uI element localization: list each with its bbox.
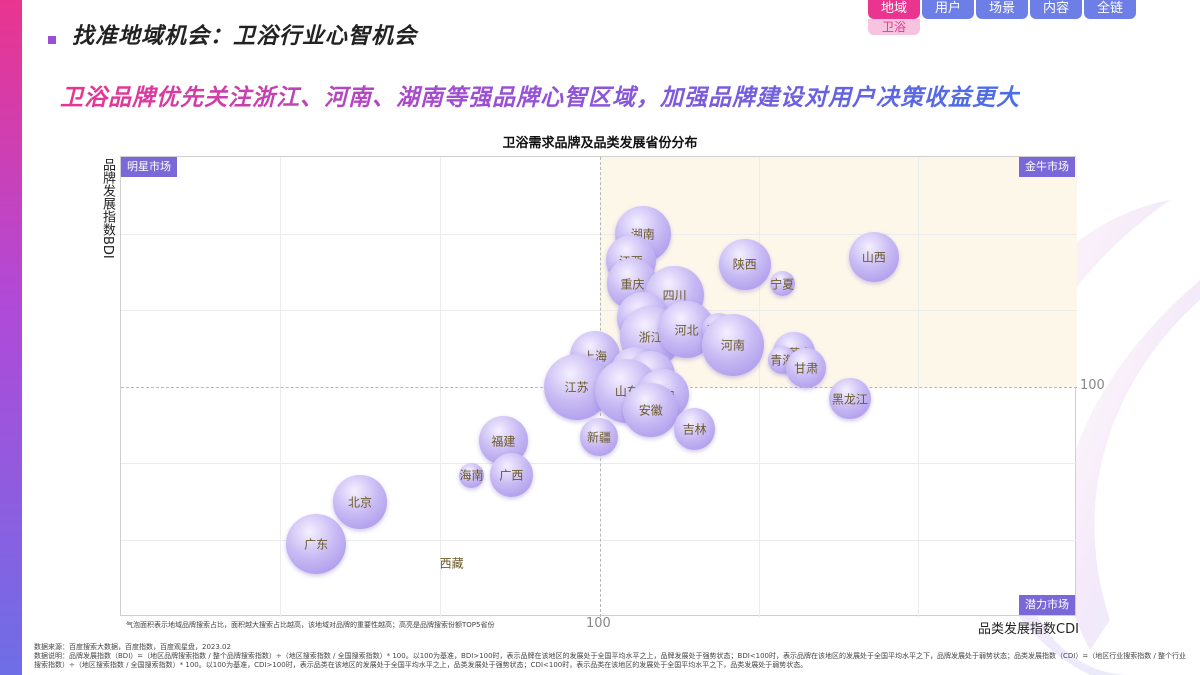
headline: 卫浴品牌优先关注浙江、河南、湖南等强品牌心智区域，加强品牌建设对用户决策收益更大: [60, 78, 1020, 112]
bubble-point: [829, 377, 871, 420]
bubble-point: [718, 238, 771, 291]
bubble-point: [769, 270, 795, 296]
quadrant-label-star: 明星市场: [121, 157, 177, 177]
quadrant-label-cash-cow: 金牛市场: [1019, 157, 1075, 177]
gridline: [121, 234, 1077, 235]
tab-sub-bathroom[interactable]: 卫浴: [868, 19, 920, 35]
chart-note: 气泡面积表示地域品牌搜索占比，面积越大搜索占比越高，该地域对品牌的重要性越高；高…: [126, 621, 495, 629]
bubble-point: [580, 418, 618, 456]
title-bullet: [48, 36, 56, 44]
gridline: [121, 310, 1077, 311]
top-nav: 地域 用户 场景 内容 全链: [868, 0, 1136, 19]
tab-content[interactable]: 内容: [1030, 0, 1082, 19]
x-tick-100: 100: [586, 616, 611, 631]
tab-full-chain[interactable]: 全链: [1084, 0, 1136, 19]
bubble-point: [702, 314, 764, 376]
x-axis-label: 品类发展指数CDI: [978, 622, 1079, 637]
bubble-point: [673, 408, 716, 450]
bubble-point: [459, 462, 485, 488]
plot-area: 明星市场 金牛市场 潜力市场 湖南江西重庆四川陕西宁夏山西湖北浙江河北天津河南内…: [120, 156, 1077, 617]
quadrant-label-potential: 潜力市场: [1019, 595, 1075, 615]
bubble-label: 西藏: [439, 556, 464, 571]
tab-scene[interactable]: 场景: [976, 0, 1028, 19]
bubble-point: [286, 514, 347, 575]
tab-user[interactable]: 用户: [922, 0, 974, 19]
gridline: [121, 540, 1077, 541]
left-accent-bar: [0, 0, 22, 675]
bubble-point: [489, 453, 534, 497]
y-axis-label: 品牌发展指数BDI: [100, 158, 115, 259]
bubble-point: [848, 231, 899, 282]
bubble-point: [786, 348, 826, 388]
footnote-definition: 数据说明：品牌发展指数（BDI）=（地区品牌搜索指数 / 整个品牌搜索指数）÷（…: [34, 652, 1187, 669]
bubble-point: [623, 382, 679, 438]
tab-region[interactable]: 地域: [868, 0, 920, 19]
y-tick-100: 100: [1080, 378, 1105, 393]
bubble-point: [333, 475, 387, 529]
footnote-source: 数据来源：百度搜索大数据，百度指数，百度观星盘，2023.02: [34, 643, 231, 651]
chart-title: 卫浴需求品牌及品类发展省份分布: [502, 136, 698, 151]
page-title: 找准地域机会：卫浴行业心智机会: [72, 24, 418, 49]
gridline: [121, 463, 1077, 464]
